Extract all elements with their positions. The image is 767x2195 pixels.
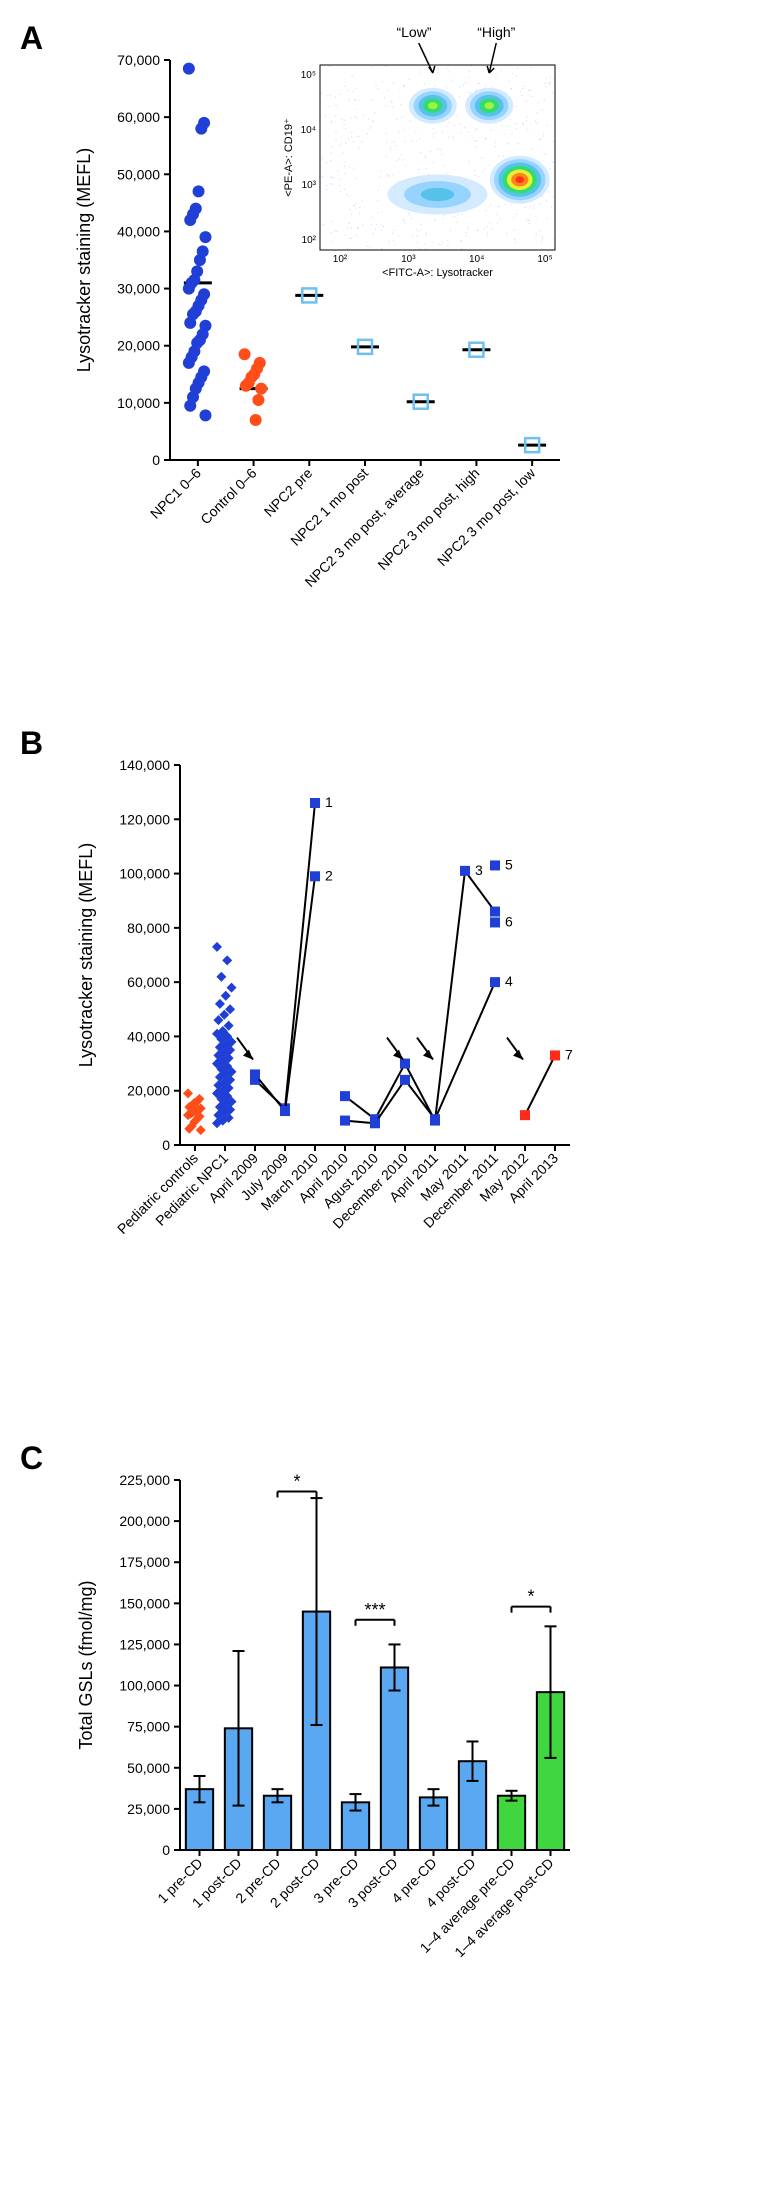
svg-text:225,000: 225,000 bbox=[119, 1472, 170, 1488]
panel-a-chart: 0 10,000 20,000 30,000 40,000 50,000 60,000 70,… bbox=[20, 20, 740, 680]
svg-text:NPC1 0–6: NPC1 0–6 bbox=[147, 465, 204, 522]
svg-text:40,000: 40,000 bbox=[117, 223, 160, 239]
svg-text:80,000: 80,000 bbox=[127, 920, 170, 936]
svg-text:30,000: 30,000 bbox=[117, 281, 160, 297]
svg-text:150,000: 150,000 bbox=[119, 1595, 170, 1611]
panel-a-label: A bbox=[20, 20, 43, 57]
svg-text:10³: 10³ bbox=[401, 254, 416, 265]
svg-text:<PE-A>: CD19⁺: <PE-A>: CD19⁺ bbox=[283, 118, 295, 197]
svg-text:4: 4 bbox=[505, 973, 513, 989]
svg-text:10³: 10³ bbox=[302, 180, 317, 191]
panel-b-label: B bbox=[20, 725, 43, 762]
svg-text:7: 7 bbox=[565, 1046, 573, 1062]
svg-text:10,000: 10,000 bbox=[117, 395, 160, 411]
svg-text:NPC2 pre: NPC2 pre bbox=[261, 465, 316, 520]
svg-text:1: 1 bbox=[325, 794, 333, 810]
svg-text:175,000: 175,000 bbox=[119, 1554, 170, 1570]
svg-text:70,000: 70,000 bbox=[117, 52, 160, 68]
svg-text:100,000: 100,000 bbox=[119, 1678, 170, 1694]
svg-text:10⁵: 10⁵ bbox=[301, 70, 316, 81]
panel-c-label: C bbox=[20, 1440, 43, 1477]
panel-b: B 0 20,000 40,000 60,000 80,000 100,000 120,00… bbox=[20, 725, 747, 1400]
svg-text:60,000: 60,000 bbox=[117, 109, 160, 125]
svg-text:<FITC-A>: Lysotracker: <FITC-A>: Lysotracker bbox=[382, 267, 493, 279]
svg-text:60,000: 60,000 bbox=[127, 974, 170, 990]
svg-text:10²: 10² bbox=[333, 254, 348, 265]
svg-text:10²: 10² bbox=[302, 235, 317, 246]
svg-text:Lysotracker staining (MEFL): Lysotracker staining (MEFL) bbox=[76, 843, 96, 1067]
panel-c-chart: 0 25,000 50,000 75,000 100,000 125,000 150,000… bbox=[20, 1440, 740, 2130]
svg-text:2: 2 bbox=[325, 867, 333, 883]
svg-text:100,000: 100,000 bbox=[119, 866, 170, 882]
svg-text:3: 3 bbox=[475, 862, 483, 878]
svg-text:5: 5 bbox=[505, 856, 513, 872]
panel-c: C 0 25,000 50,000 75,000 100,000 125,000 150,0… bbox=[20, 1440, 747, 2135]
svg-text:“High”: “High” bbox=[477, 24, 515, 40]
svg-text:20,000: 20,000 bbox=[127, 1083, 170, 1099]
svg-text:***: *** bbox=[364, 1600, 385, 1620]
svg-text:“Low”: “Low” bbox=[396, 24, 431, 40]
svg-text:120,000: 120,000 bbox=[119, 811, 170, 827]
svg-text:10⁴: 10⁴ bbox=[301, 125, 316, 136]
svg-text:*: * bbox=[293, 1472, 300, 1492]
panel-b-chart: 0 20,000 40,000 60,000 80,000 100,000 120,000 1… bbox=[20, 725, 740, 1395]
svg-text:50,000: 50,000 bbox=[117, 166, 160, 182]
svg-text:40,000: 40,000 bbox=[127, 1028, 170, 1044]
panel-a: A 0 10,000 20,000 30,000 40,000 50,000 60,000 7… bbox=[20, 20, 747, 685]
svg-text:125,000: 125,000 bbox=[119, 1636, 170, 1652]
svg-text:Lysotracker staining (MEFL): Lysotracker staining (MEFL) bbox=[74, 148, 94, 372]
svg-text:50,000: 50,000 bbox=[127, 1760, 170, 1776]
svg-text:NPC2 3 mo post, low: NPC2 3 mo post, low bbox=[434, 464, 539, 569]
svg-text:75,000: 75,000 bbox=[127, 1719, 170, 1735]
svg-text:0: 0 bbox=[162, 1842, 170, 1858]
svg-text:Control 0–6: Control 0–6 bbox=[197, 465, 260, 528]
svg-text:140,000: 140,000 bbox=[119, 757, 170, 773]
svg-text:*: * bbox=[527, 1587, 534, 1607]
svg-text:Total GSLs (fmol/mg): Total GSLs (fmol/mg) bbox=[76, 1580, 96, 1749]
svg-text:200,000: 200,000 bbox=[119, 1513, 170, 1529]
svg-text:20,000: 20,000 bbox=[117, 338, 160, 354]
svg-text:0: 0 bbox=[162, 1137, 170, 1153]
svg-text:6: 6 bbox=[505, 913, 513, 929]
svg-text:10⁴: 10⁴ bbox=[469, 254, 484, 265]
svg-text:25,000: 25,000 bbox=[127, 1801, 170, 1817]
svg-text:0: 0 bbox=[152, 452, 160, 468]
svg-text:10⁵: 10⁵ bbox=[537, 254, 552, 265]
svg-text:NPC2 3 mo post, high: NPC2 3 mo post, high bbox=[374, 465, 482, 573]
